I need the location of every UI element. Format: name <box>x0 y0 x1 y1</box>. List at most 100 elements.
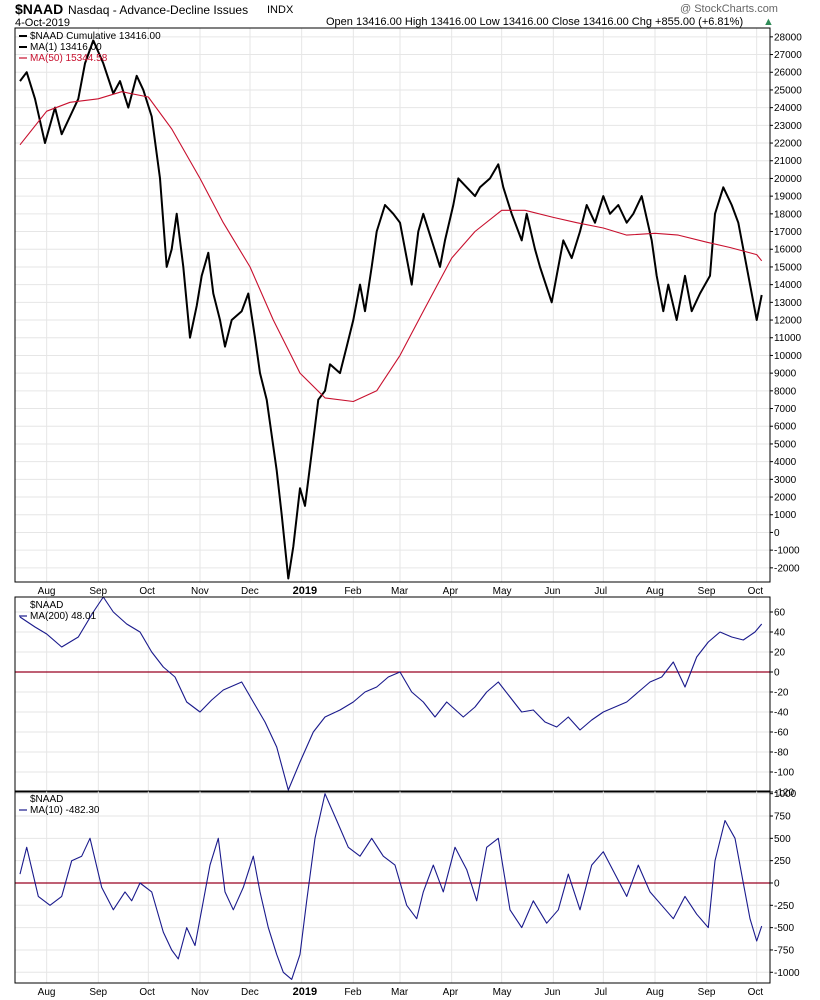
y-tick-label: -750 <box>774 945 794 956</box>
y-tick-label: 23000 <box>774 121 802 132</box>
y-tick-label: 750 <box>774 812 791 823</box>
y-tick-label: -100 <box>774 768 794 779</box>
legend-label: $NAAD <box>30 600 63 611</box>
y-tick-label: 13000 <box>774 298 802 309</box>
x-tick-label: Mar <box>391 586 409 597</box>
x-tick-label: Oct <box>139 987 155 998</box>
legend-label: MA(50) 15344.58 <box>30 53 108 64</box>
legend-label: $NAAD Cumulative 13416.00 <box>30 31 161 42</box>
x-tick-label: Apr <box>443 987 459 998</box>
y-tick-label: 1000 <box>774 789 797 800</box>
watermark[interactable]: @ StockCharts.com <box>680 3 778 15</box>
y-tick-label: 5000 <box>774 439 797 450</box>
panel-frame <box>14 596 771 793</box>
x-tick-label: Aug <box>646 987 664 998</box>
y-tick-label: 25000 <box>774 85 802 96</box>
y-tick-label: -80 <box>774 748 789 759</box>
y-tick-label: 17000 <box>774 227 802 238</box>
x-tick-label: May <box>493 586 512 597</box>
y-tick-label: 1000 <box>774 510 797 521</box>
y-tick-label: -1000 <box>774 968 800 979</box>
x-tick-label: Dec <box>241 586 259 597</box>
y-tick-label: 11000 <box>774 333 802 344</box>
x-tick-label: Apr <box>443 586 459 597</box>
exchange: INDX <box>267 4 294 16</box>
x-tick-label: Sep <box>698 987 716 998</box>
x-tick-label: Sep <box>89 987 107 998</box>
y-tick-label: 20 <box>774 648 786 659</box>
y-tick-label: 14000 <box>774 280 802 291</box>
x-tick-label: Oct <box>139 586 155 597</box>
y-tick-label: 16000 <box>774 245 802 256</box>
panel-1 <box>14 596 773 793</box>
y-tick-label: 9000 <box>774 369 797 380</box>
y-tick-label: 8000 <box>774 386 797 397</box>
series-line-ma-200- <box>19 596 763 791</box>
y-tick-label: 21000 <box>774 156 802 167</box>
y-tick-label: 2000 <box>774 493 797 504</box>
y-tick-label: 3000 <box>774 475 797 486</box>
series-line-ma-10- <box>19 793 763 980</box>
y-tick-label: 22000 <box>774 139 802 150</box>
y-tick-label: 60 <box>774 608 786 619</box>
y-tick-label: -500 <box>774 923 794 934</box>
x-tick-label: Jul <box>594 586 607 597</box>
legend-label: MA(200) 48.01 <box>30 611 97 622</box>
chart-name: Nasdaq - Advance-Decline Issues <box>68 3 249 17</box>
x-tick-label: Oct <box>748 586 764 597</box>
legend-label: MA(10) -482.30 <box>30 805 100 816</box>
y-tick-label: 500 <box>774 834 791 845</box>
date: 4-Oct-2019 <box>15 17 71 29</box>
panel-frame <box>14 790 771 984</box>
y-tick-label: 0 <box>774 528 780 539</box>
y-tick-label: 26000 <box>774 68 802 79</box>
y-tick-label: 0 <box>774 668 780 679</box>
y-tick-label: -250 <box>774 901 794 912</box>
y-tick-label: 28000 <box>774 32 802 43</box>
up-arrow-icon: ▲ <box>763 16 774 28</box>
y-tick-label: 20000 <box>774 174 802 185</box>
y-tick-label: -20 <box>774 688 789 699</box>
x-tick-label: Sep <box>698 586 716 597</box>
x-tick-label: Oct <box>748 987 764 998</box>
y-tick-label: 40 <box>774 628 786 639</box>
x-tick-label: Nov <box>191 987 209 998</box>
y-tick-label: 7000 <box>774 404 797 415</box>
series-line-ma-50- <box>19 91 763 403</box>
y-tick-label: 10000 <box>774 351 802 362</box>
x-tick-label: Sep <box>89 586 107 597</box>
x-tick-label: 2019 <box>293 585 317 597</box>
y-tick-label: 24000 <box>774 103 802 114</box>
x-tick-label: Jun <box>544 987 560 998</box>
y-tick-label: -1000 <box>774 546 800 557</box>
x-tick-label: Dec <box>241 987 259 998</box>
ohlc: Open 13416.00 High 13416.00 Low 13416.00… <box>326 16 744 28</box>
x-tick-label: Aug <box>38 987 56 998</box>
panel-frame <box>14 27 771 583</box>
x-tick-label: Feb <box>344 987 362 998</box>
symbol: $NAAD <box>15 1 64 17</box>
y-tick-label: 15000 <box>774 262 802 273</box>
y-tick-label: 0 <box>774 878 780 889</box>
x-tick-label: Aug <box>38 586 56 597</box>
y-tick-label: 18000 <box>774 209 802 220</box>
y-tick-label: 12000 <box>774 316 802 327</box>
legend-label: $NAAD <box>30 794 63 805</box>
x-tick-label: Feb <box>344 586 362 597</box>
legend-label: MA(1) 13416.00 <box>30 42 102 53</box>
series-line--naad-cumulative <box>19 39 763 580</box>
x-tick-label: Jun <box>544 586 560 597</box>
x-tick-label: Jul <box>594 987 607 998</box>
panel-0 <box>14 27 773 583</box>
y-tick-label: -2000 <box>774 563 800 574</box>
x-tick-label: Mar <box>391 987 409 998</box>
panel-2 <box>14 790 773 984</box>
y-tick-label: 250 <box>774 856 791 867</box>
y-tick-label: 27000 <box>774 50 802 61</box>
x-tick-label: 2019 <box>293 986 317 998</box>
x-tick-label: May <box>493 987 512 998</box>
y-tick-label: 6000 <box>774 422 797 433</box>
y-tick-label: 4000 <box>774 457 797 468</box>
y-tick-label: -40 <box>774 708 789 719</box>
